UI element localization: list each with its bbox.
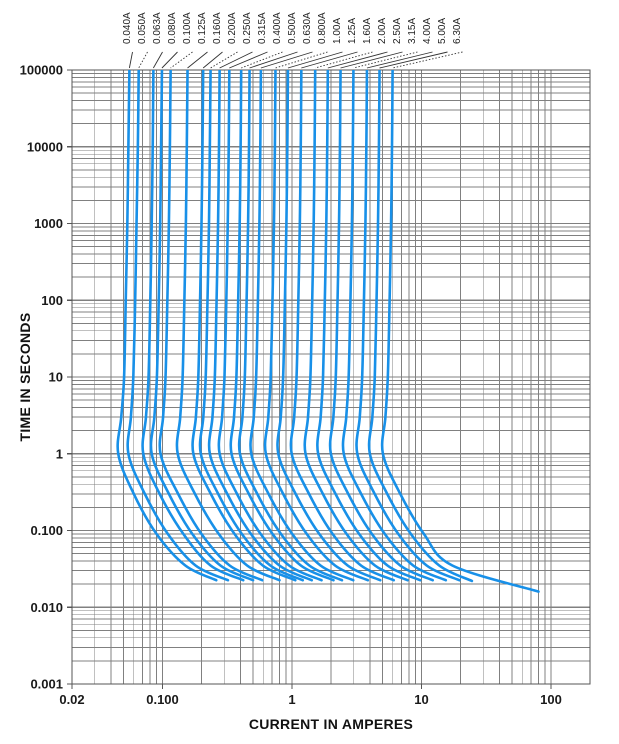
fuse-curve (341, 70, 448, 582)
curve-label-leader-line (366, 51, 433, 69)
fuse-curve (126, 70, 230, 582)
curve-label-leader-line (249, 51, 298, 69)
fuse-curve (367, 70, 474, 583)
curve-label: 1.00A (332, 18, 343, 44)
curve-label: 0.200A (227, 12, 238, 44)
y-axis-tick-label: 100000 (20, 63, 63, 78)
curve-label-leader-line (152, 51, 163, 69)
fuse-curve (198, 70, 305, 582)
y-axis-tick-label: 1000 (34, 216, 63, 231)
y-axis-tick-label: 0.001 (30, 677, 63, 692)
y-axis-tick-label: 10 (49, 370, 63, 385)
fuse-curve (207, 70, 314, 582)
curve-label-leader-line (241, 51, 283, 69)
fuse-curve (158, 70, 264, 582)
fuse-curve (191, 70, 297, 582)
curve-label-leader-line (161, 51, 178, 69)
curve-label-leader-line (392, 51, 463, 69)
curve-label: 0.125A (197, 12, 208, 44)
curve-label: 0.500A (287, 12, 298, 44)
fuse-curve (289, 70, 396, 582)
curve-label-leader-line (260, 51, 313, 69)
x-axis-tick-label: 0.100 (146, 692, 179, 707)
fuse-curve (355, 70, 461, 582)
x-axis-title: CURRENT IN AMPERES (249, 716, 413, 732)
y-axis-tick-label: 0.010 (30, 600, 63, 615)
fuse-curve (141, 70, 245, 582)
fuse-curve (249, 70, 355, 582)
curve-label: 0.400A (272, 12, 283, 44)
curve-label: 0.160A (212, 12, 223, 44)
x-axis-tick-label: 1 (288, 692, 295, 707)
curve-label: 0.315A (257, 12, 268, 44)
curve-label: 0.630A (302, 12, 313, 44)
y-axis-tick-label: 1 (56, 446, 63, 461)
curve-label: 3.15A (407, 18, 418, 44)
curve-label: 0.100A (182, 12, 193, 44)
curve-label-leader-line (170, 51, 193, 69)
curve-label: 0.063A (152, 12, 163, 44)
x-axis-tick-label: 10 (414, 692, 428, 707)
y-axis-tick-label: 100 (41, 293, 63, 308)
curve-label: 0.800A (317, 12, 328, 44)
curve-label-leader-line (138, 51, 148, 69)
curve-label-leader-line (301, 51, 358, 69)
fuse-curve (316, 70, 422, 582)
fuse-curve (116, 70, 218, 582)
fuse-curve (229, 70, 335, 582)
curve-label: 6.30A (452, 18, 463, 44)
curve-label-leader-line (379, 51, 448, 69)
curve-label-leader-line (353, 51, 418, 69)
curve-label-leader-line (275, 51, 328, 69)
curve-label-leader-line (340, 51, 403, 69)
fuse-curve (380, 70, 540, 593)
fuse-curve (149, 70, 255, 582)
fuse-curve (175, 70, 281, 582)
curve-label-leader-line (229, 51, 268, 69)
curve-label: 1.25A (347, 18, 358, 44)
x-axis-tick-label: 100 (540, 692, 562, 707)
x-axis-tick-label: 0.02 (59, 692, 84, 707)
curve-label: 0.040A (122, 12, 133, 44)
curve-label: 2.50A (392, 18, 403, 44)
y-axis-title: TIME IN SECONDS (17, 313, 33, 442)
curve-label-leader-line (287, 51, 343, 69)
curve-label-leader-line (219, 51, 253, 69)
fuse-curve (263, 70, 370, 582)
curve-label: 2.00A (377, 18, 388, 44)
curve-label: 0.080A (167, 12, 178, 44)
curve-label-leader-line (327, 51, 388, 69)
fuse-curve (303, 70, 409, 582)
fuse-curve (217, 70, 323, 582)
fuse-curve (276, 70, 382, 582)
curve-label-leader-line (315, 51, 373, 69)
curve-label-leader-line (202, 51, 223, 69)
y-axis-tick-label: 0.100 (30, 523, 63, 538)
curve-label: 1.60A (362, 18, 373, 44)
curve-label-leader-line (187, 51, 208, 69)
curve-label: 0.050A (137, 12, 148, 44)
y-axis-tick-label: 10000 (27, 139, 63, 154)
fuse-curve (328, 70, 434, 582)
curves-group (116, 70, 540, 593)
curve-label: 4.00A (422, 18, 433, 44)
curve-label: 5.00A (437, 18, 448, 44)
fuse-curve (237, 70, 344, 582)
curve-label-leader-line (128, 51, 133, 69)
curve-label: 0.250A (242, 12, 253, 44)
